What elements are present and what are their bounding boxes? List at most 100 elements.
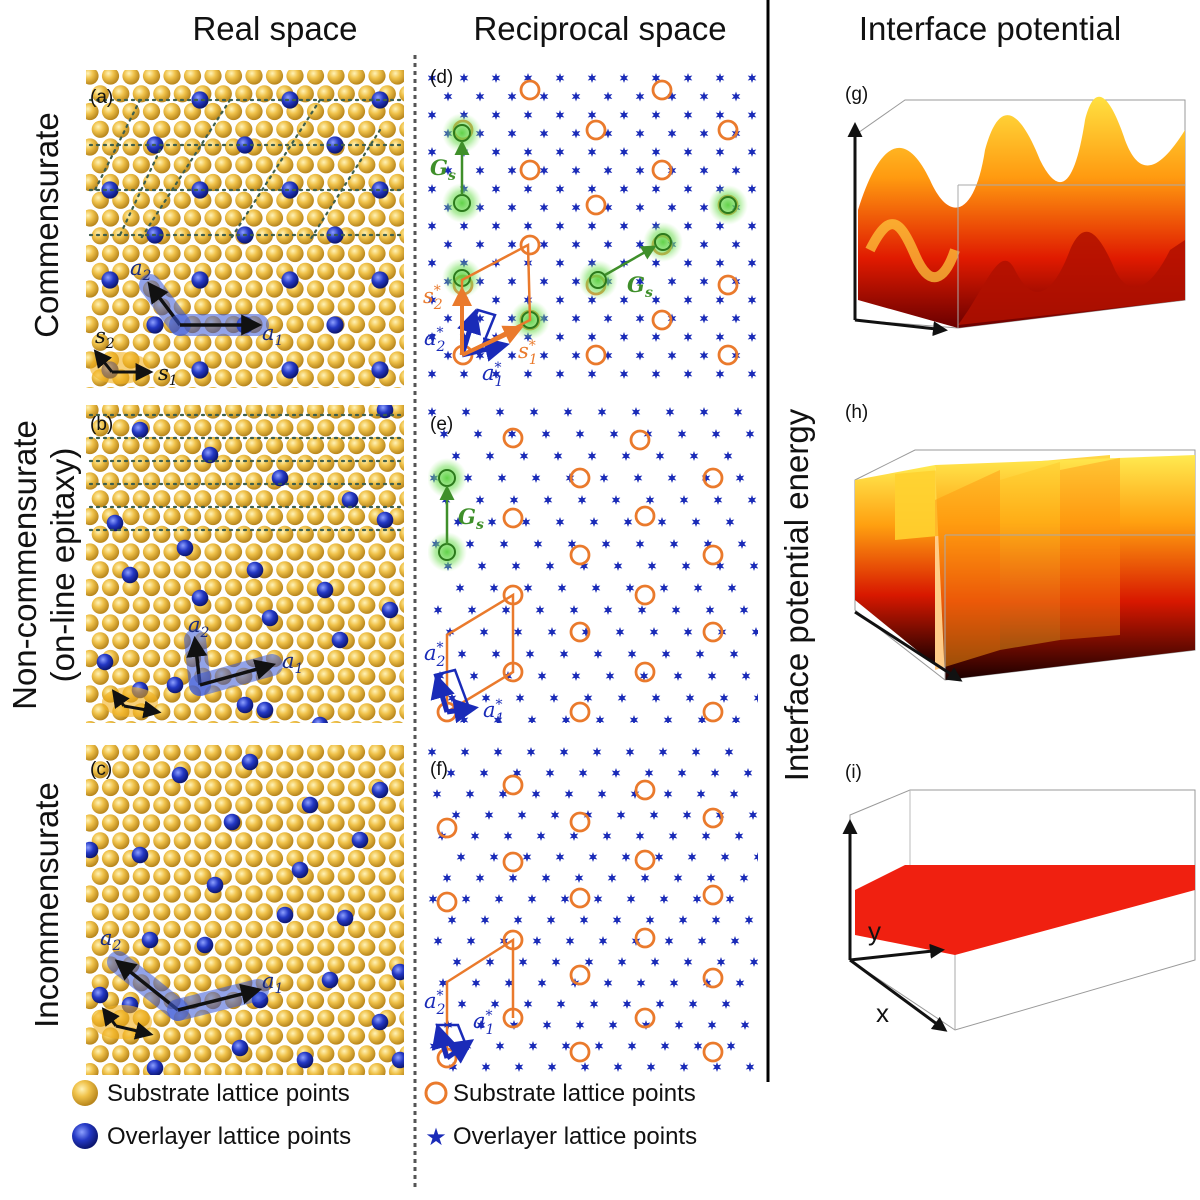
substrate-atom (347, 436, 366, 455)
substrate-atom (347, 885, 366, 903)
substrate-atom (337, 974, 355, 992)
overlayer-reciprocal-point (555, 517, 565, 527)
substrate-atom (183, 405, 202, 419)
overlayer-reciprocal-point (619, 110, 629, 120)
substrate-atom (347, 814, 366, 832)
substrate-atom (245, 778, 263, 797)
row-label-commensurate: Commensurate (28, 112, 65, 338)
substrate-atom (317, 298, 335, 316)
substrate-atom (255, 938, 273, 956)
overlayer-reciprocal-point (739, 873, 749, 883)
overlayer-reciprocal-point (491, 73, 501, 83)
substrate-atom (265, 351, 284, 369)
substrate-atom (142, 578, 161, 597)
substrate-atom (214, 490, 232, 508)
substrate-atom (112, 667, 130, 685)
substrate-atom (317, 120, 335, 138)
substrate-atom (306, 102, 325, 121)
substrate-atom (112, 903, 130, 921)
substrate-atom (204, 507, 222, 526)
substrate-atom (142, 956, 161, 974)
substrate-atom (317, 454, 335, 472)
substrate-atom (306, 849, 325, 868)
substrate-atom (358, 1045, 376, 1063)
overlayer-reciprocal-point (599, 473, 609, 483)
substrate-atom (101, 778, 120, 797)
overlayer-reciprocal-point (693, 583, 703, 593)
substrate-atom (142, 70, 161, 85)
overlayer-reciprocal-point (597, 789, 607, 799)
substrate-atom (245, 956, 263, 974)
overlayer-reciprocal-point (731, 715, 741, 723)
dotted-lattice-line (228, 98, 322, 242)
substrate-atom (194, 561, 212, 579)
overlayer-reciprocal-point (477, 561, 487, 571)
substrate-atom (224, 102, 243, 121)
substrate-atom (265, 745, 284, 761)
overlayer-atom (86, 841, 99, 859)
substrate-atom (286, 507, 304, 526)
overlayer-reciprocal-point (513, 915, 523, 925)
substrate-atom (399, 1010, 404, 1027)
substrate-atom (399, 370, 404, 386)
overlayer-reciprocal-point (473, 429, 483, 439)
substrate-atom (358, 938, 376, 956)
substrate-atom (306, 778, 325, 797)
overlayer-reciprocal-point (594, 1041, 604, 1051)
overlayer-reciprocal-point (549, 693, 559, 703)
substrate-atom (371, 721, 383, 723)
overlayer-reciprocal-point (683, 627, 693, 637)
overlayer-reciprocal-point (490, 999, 500, 1009)
substrate-atom (286, 920, 304, 939)
overlayer-reciprocal-point (715, 258, 725, 268)
label-s1-star-panel-d: s* 1 (518, 338, 538, 368)
overlayer-reciprocal-point (682, 810, 692, 820)
overlayer-atom (281, 91, 299, 109)
substrate-atom (378, 156, 396, 174)
substrate-atom (268, 721, 281, 723)
a2-star-vector-arrow (431, 1023, 456, 1059)
substrate-atom (347, 507, 366, 526)
substrate-atom (86, 543, 99, 561)
substrate-atom (173, 703, 191, 721)
substrate-atom (91, 796, 109, 814)
substrate-atom (327, 956, 345, 974)
overlayer-reciprocal-point (749, 561, 758, 571)
overlayer-reciprocal-point (731, 313, 741, 324)
overlayer-reciprocal-point (461, 894, 471, 904)
substrate-atom (286, 138, 304, 156)
substrate-atom (132, 796, 150, 814)
overlayer-reciprocal-point (491, 369, 501, 379)
substrate-atom (276, 1045, 294, 1063)
substrate-atom (255, 1009, 273, 1027)
overlayer-atom (101, 271, 119, 289)
substrate-atom (399, 263, 404, 280)
substrate-atom (317, 596, 335, 614)
overlayer-atom (96, 653, 114, 671)
overlayer-reciprocal-point (747, 184, 757, 194)
substrate-atom (112, 490, 130, 508)
overlayer-reciprocal-point (571, 313, 581, 324)
substrate-atom (163, 70, 181, 85)
substrate-atom (101, 209, 120, 227)
overlayer-reciprocal-point (603, 165, 613, 176)
overlayer-reciprocal-point (507, 202, 517, 213)
overlayer-atom (121, 566, 139, 584)
overlayer-reciprocal-point (523, 295, 533, 305)
overlayer-reciprocal-point (571, 202, 581, 213)
substrate-atom (188, 387, 197, 388)
substrate-reciprocal-point (585, 119, 607, 141)
substrate-atom (86, 1027, 99, 1045)
overlayer-reciprocal-point (749, 957, 758, 967)
overlayer-reciprocal-point (574, 873, 584, 883)
substrate-atom (358, 596, 376, 614)
substrate-reciprocal-point (569, 1041, 591, 1063)
substrate-atom (296, 596, 314, 614)
overlayer-reciprocal-point (528, 1041, 538, 1051)
overlayer-reciprocal-point (635, 831, 645, 841)
substrate-atom (142, 102, 161, 121)
substrate-atom (347, 280, 366, 298)
overlayer-reciprocal-point (546, 915, 556, 925)
substrate-atom (91, 525, 109, 543)
